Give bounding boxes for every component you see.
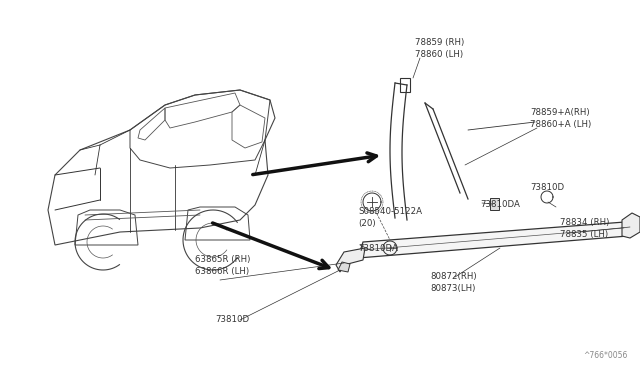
Text: ^766*0056: ^766*0056: [584, 351, 628, 360]
Text: S08540-5122A
(20): S08540-5122A (20): [358, 207, 422, 228]
Polygon shape: [358, 222, 628, 258]
Text: 73810DA: 73810DA: [358, 244, 398, 253]
Text: 80872(RH)
80873(LH): 80872(RH) 80873(LH): [430, 272, 477, 293]
Text: 73810D: 73810D: [215, 315, 249, 324]
Polygon shape: [622, 213, 640, 238]
Text: 73810DA: 73810DA: [480, 200, 520, 209]
Bar: [490, 198, 499, 210]
Polygon shape: [338, 262, 350, 272]
Text: 63865R (RH)
63866R (LH): 63865R (RH) 63866R (LH): [195, 255, 250, 276]
Text: 78859+A(RH)
78860+A (LH): 78859+A(RH) 78860+A (LH): [530, 108, 591, 129]
Text: 78834 (RH)
78835 (LH): 78834 (RH) 78835 (LH): [560, 218, 609, 239]
Text: 78859 (RH)
78860 (LH): 78859 (RH) 78860 (LH): [415, 38, 464, 59]
Polygon shape: [336, 248, 365, 272]
Bar: [400, 78, 410, 92]
Text: 73810D: 73810D: [530, 183, 564, 192]
